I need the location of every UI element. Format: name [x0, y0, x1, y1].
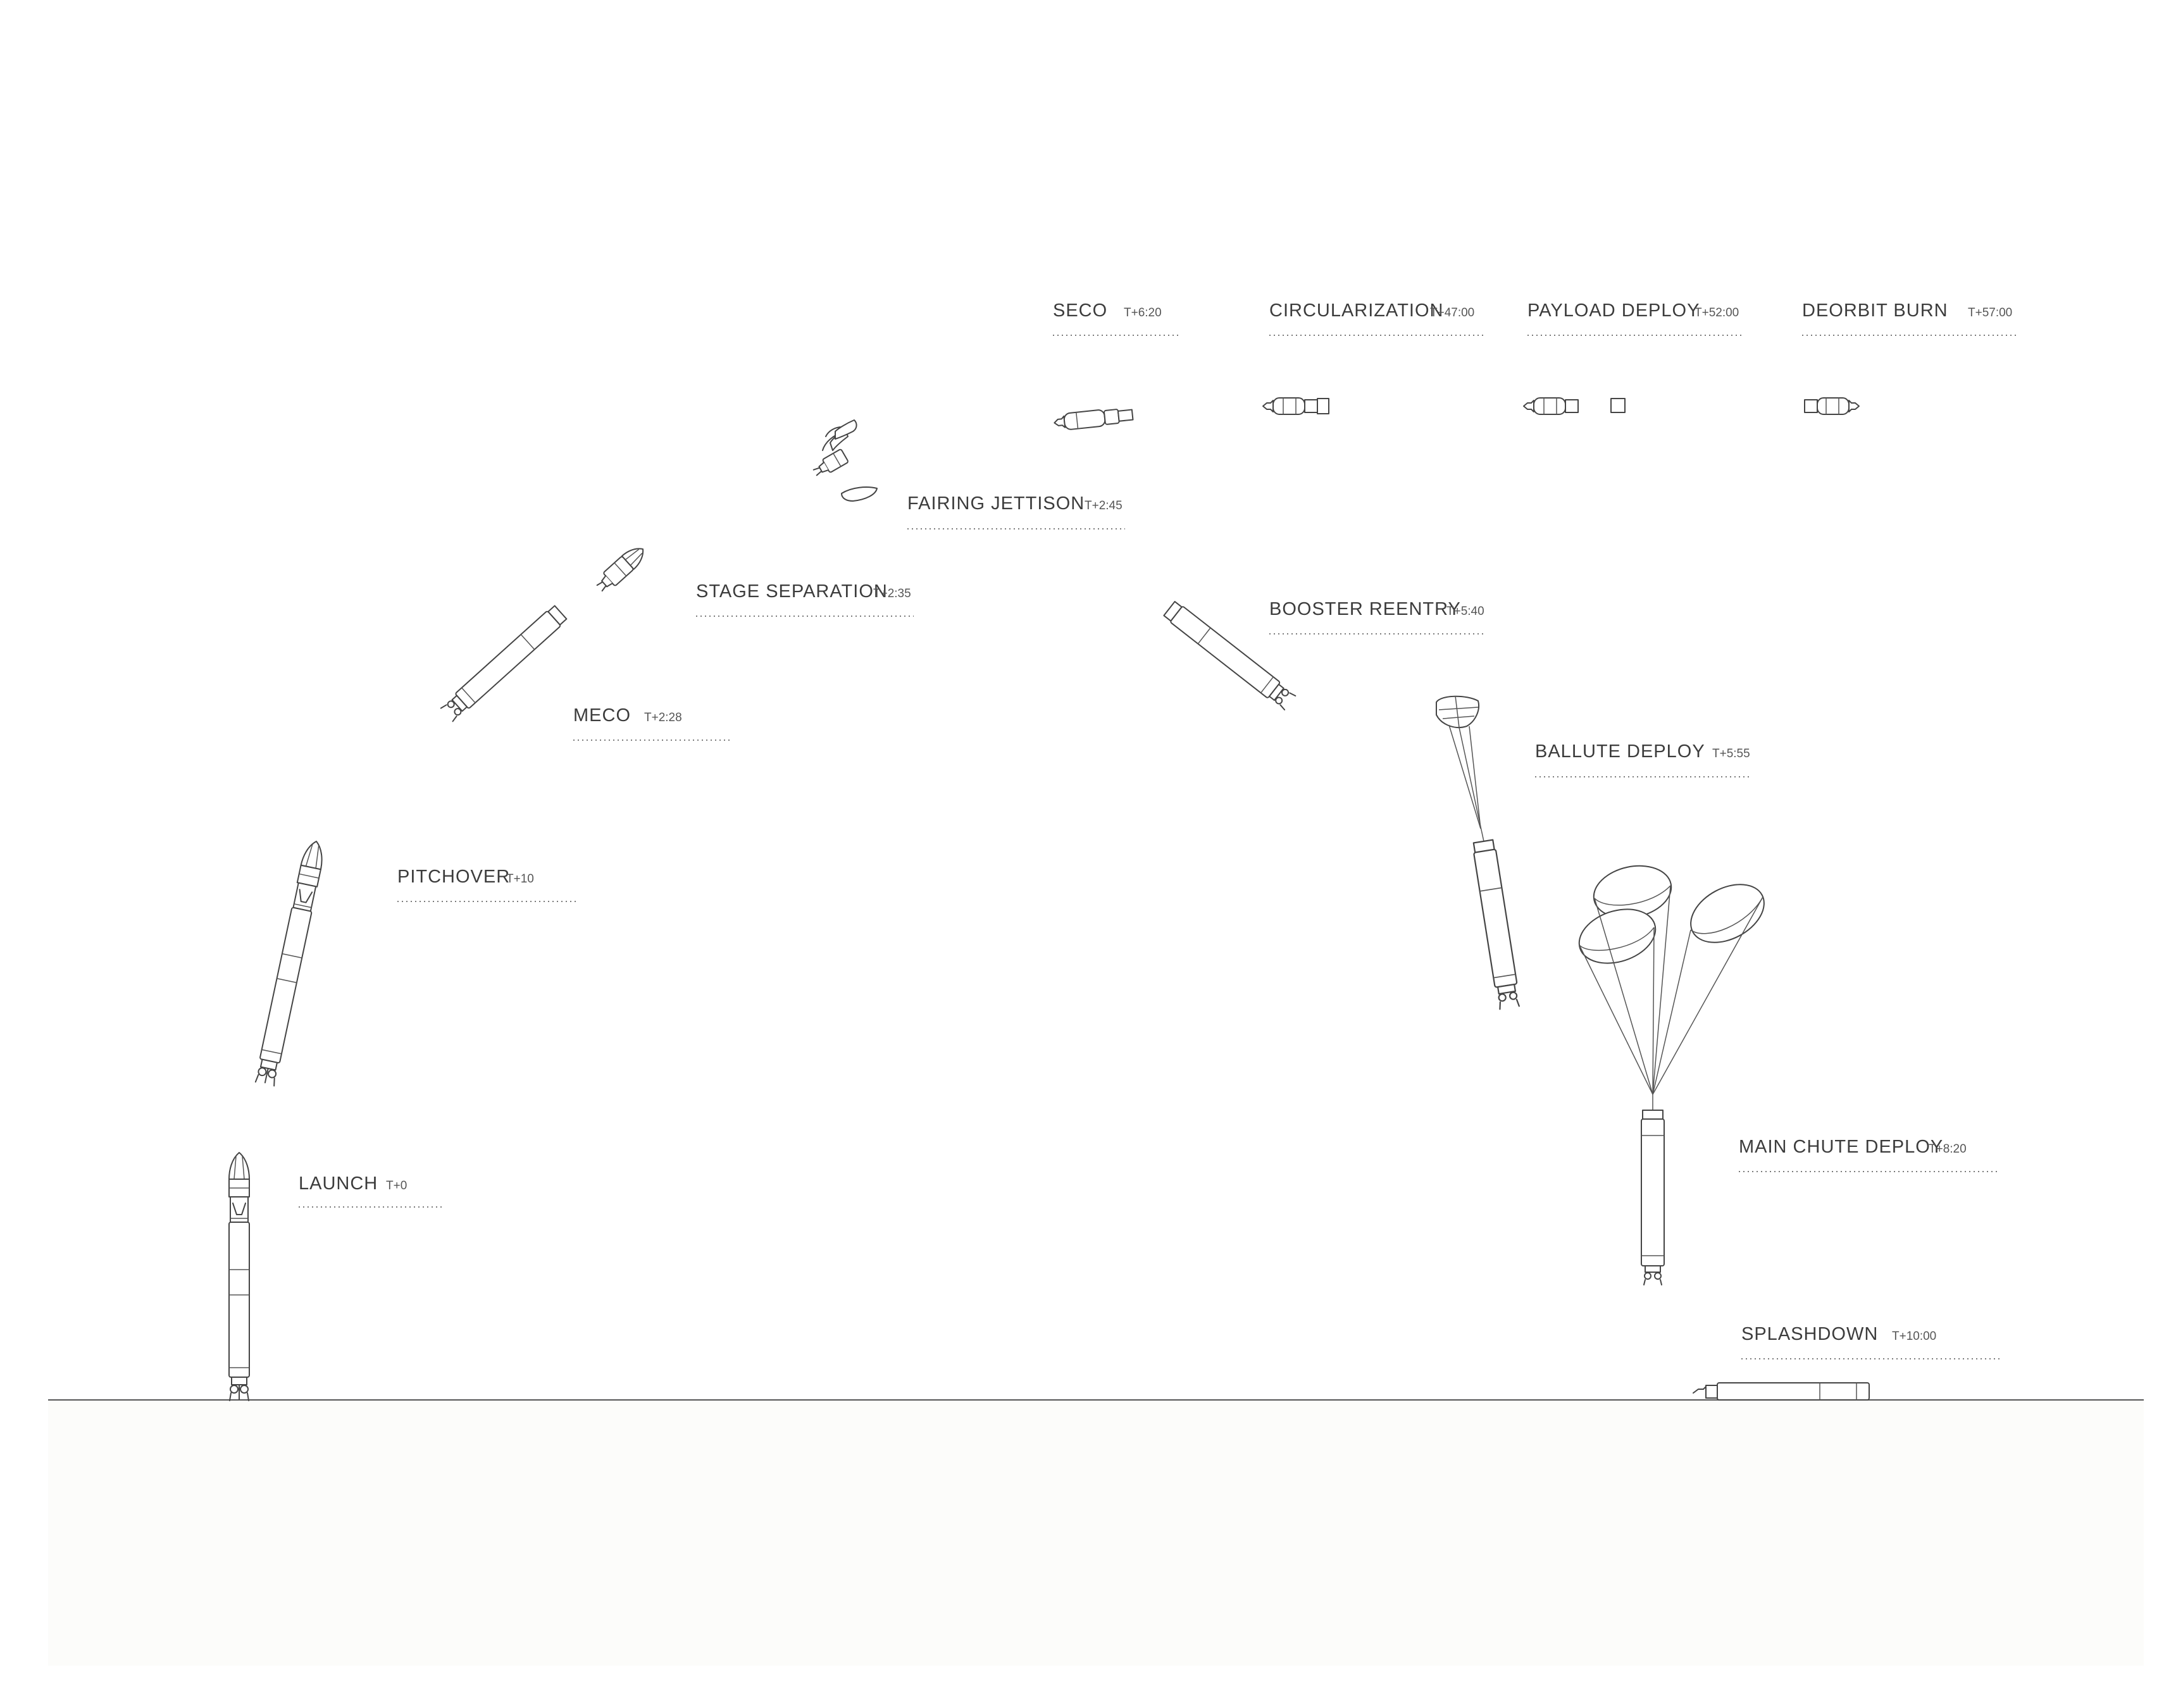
fairing-jettison-drawing — [812, 419, 878, 502]
stage-name-circularization: CIRCULARIZATION — [1269, 300, 1443, 321]
rocket-pitchover-drawing — [254, 838, 327, 1087]
stage-name-launch: LAUNCH — [299, 1173, 378, 1194]
stage-name-main-chute-deploy: MAIN CHUTE DEPLOY — [1739, 1137, 1943, 1157]
stage-time-pitchover: T+10 — [506, 872, 534, 886]
spacecraft-deorbit-burn-drawing — [1804, 397, 1860, 415]
stage-name-meco: MECO — [573, 705, 631, 726]
stage-label-stage-separation: STAGE SEPARATION T+2:35 — [696, 581, 914, 617]
stage-label-seco: SECO T+6:20 — [1053, 300, 1178, 336]
stage-label-meco: MECO T+2:28 — [573, 705, 733, 741]
stage-name-fairing-jettison: FAIRING JETTISON — [907, 493, 1085, 514]
stage-label-pitchover: PITCHOVER T+10 — [397, 867, 576, 902]
sea-surface — [48, 1400, 2144, 1666]
fairing-half-lower — [841, 486, 878, 502]
stage-time-booster-reentry: T+5:40 — [1446, 605, 1484, 618]
stage-label-fairing-jettison: FAIRING JETTISON T+2:45 — [907, 493, 1125, 529]
stage-time-stage-separation: T+2:35 — [873, 587, 911, 600]
upper-stage-separation-drawing — [593, 541, 650, 595]
payload-drawing — [1610, 398, 1626, 413]
stage-time-main-chute-deploy: T+8:20 — [1929, 1142, 1967, 1156]
stage-name-splashdown: SPLASHDOWN — [1741, 1324, 1878, 1344]
splashdown-drawing — [1693, 1382, 1870, 1401]
fairing-edge — [825, 426, 841, 437]
stage-time-launch: T+0 — [386, 1179, 407, 1192]
stage-label-payload-deploy: PAYLOAD DEPLOY T+52:00 — [1527, 300, 1744, 336]
stage-label-launch: LAUNCH T+0 — [299, 1173, 443, 1208]
spacecraft-payload-deploy-drawing — [1523, 397, 1579, 415]
rocket-launch-drawing — [228, 1152, 250, 1401]
stage-time-payload-deploy: T+52:00 — [1695, 306, 1739, 319]
stage-label-deorbit-burn: DEORBIT BURN T+57:00 — [1802, 300, 2018, 336]
stage-time-seco: T+6:20 — [1124, 306, 1162, 319]
spacecraft-circularization-drawing — [1262, 397, 1329, 415]
stage-time-fairing-jettison: T+2:45 — [1085, 499, 1123, 512]
stage-label-circularization: CIRCULARIZATION T+47:00 — [1269, 300, 1484, 336]
stage-name-ballute-deploy: BALLUTE DEPLOY — [1535, 741, 1705, 762]
ballute-deploy-drawing — [1436, 695, 1522, 1010]
main-chute-deploy-drawing — [1578, 865, 1765, 1285]
stage-name-pitchover: PITCHOVER — [397, 867, 510, 887]
stage-label-splashdown: SPLASHDOWN T+10:00 — [1741, 1324, 2002, 1359]
spacecraft-seco-drawing — [1054, 409, 1134, 430]
stage-label-booster-reentry: BOOSTER REENTRY T+5:40 — [1269, 599, 1486, 634]
stage-name-payload-deploy: PAYLOAD DEPLOY — [1527, 300, 1700, 321]
stage-name-stage-separation: STAGE SEPARATION — [696, 581, 888, 602]
stage-time-ballute-deploy: T+5:55 — [1712, 747, 1750, 760]
stage-name-deorbit-burn: DEORBIT BURN — [1802, 300, 1948, 321]
stage-name-booster-reentry: BOOSTER REENTRY — [1269, 599, 1461, 619]
stage-time-deorbit-burn: T+57:00 — [1968, 306, 2012, 319]
stage-time-splashdown: T+10:00 — [1892, 1330, 1936, 1343]
stage-label-main-chute-deploy: MAIN CHUTE DEPLOY T+8:20 — [1739, 1137, 2000, 1172]
stage-label-ballute-deploy: BALLUTE DEPLOY T+5:55 — [1535, 741, 1751, 777]
stage-time-circularization: T+47:00 — [1430, 306, 1474, 319]
stage-time-meco: T+2:28 — [644, 711, 682, 724]
stage-name-seco: SECO — [1053, 300, 1107, 321]
booster-meco-drawing — [439, 604, 568, 723]
